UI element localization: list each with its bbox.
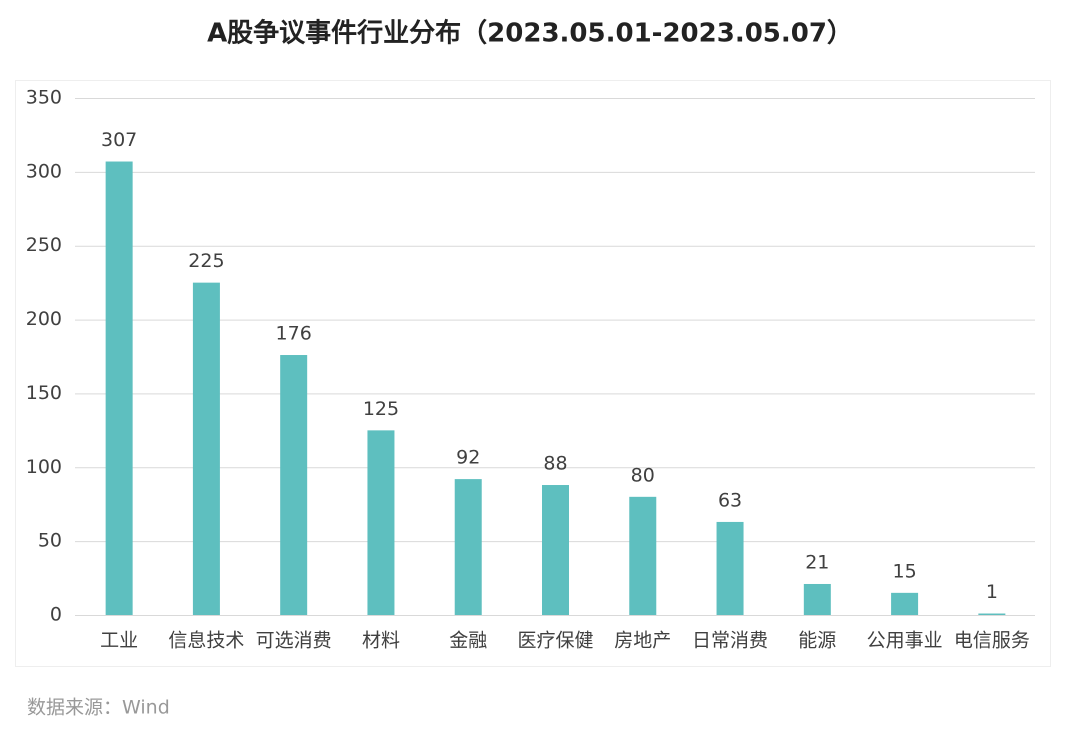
data-label: 80 [631, 464, 655, 486]
x-tick-label: 材料 [362, 630, 400, 652]
x-tick-label: 金融 [449, 630, 487, 652]
y-tick-label: 300 [26, 160, 62, 182]
plot-frame [15, 80, 1051, 667]
data-label: 307 [101, 129, 137, 151]
chart-title: A股争议事件行业分布（2023.05.01-2023.05.07） [207, 18, 853, 49]
x-tick-label: 信息技术 [168, 630, 244, 652]
y-tick-label: 0 [50, 604, 62, 626]
data-label: 1 [986, 581, 998, 603]
bar [105, 161, 133, 615]
x-tick-label: 能源 [798, 630, 836, 652]
bar [978, 613, 1006, 615]
bar [280, 355, 308, 615]
x-tick-label: 医疗保健 [517, 630, 593, 652]
data-label: 15 [892, 560, 916, 582]
bar [454, 479, 482, 615]
bar [542, 485, 569, 615]
bar [891, 592, 919, 615]
x-tick-label: 工业 [100, 630, 138, 652]
data-label: 225 [188, 250, 224, 272]
x-tick-label: 房地产 [614, 630, 671, 652]
data-label: 88 [543, 453, 567, 475]
data-label: 92 [456, 447, 480, 469]
data-label: 125 [363, 398, 399, 420]
source-note: 数据来源：Wind [27, 697, 170, 719]
y-tick-label: 100 [26, 456, 62, 478]
x-tick-label: 可选消费 [256, 630, 332, 652]
y-tick-label: 150 [26, 382, 62, 404]
bar [629, 496, 657, 615]
data-label: 63 [718, 489, 742, 511]
y-tick-label: 200 [26, 308, 62, 330]
y-tick-label: 350 [26, 87, 62, 109]
y-tick-label: 250 [26, 234, 62, 256]
bar [367, 430, 395, 615]
x-tick-label: 公用事业 [867, 630, 943, 652]
bar [716, 521, 744, 615]
data-label: 21 [805, 551, 829, 573]
x-tick-label: 电信服务 [954, 630, 1030, 652]
data-label: 176 [276, 323, 312, 345]
x-tick-label: 日常消费 [692, 630, 768, 652]
bar [192, 282, 220, 615]
bar [803, 583, 831, 615]
y-tick-label: 50 [38, 530, 62, 552]
